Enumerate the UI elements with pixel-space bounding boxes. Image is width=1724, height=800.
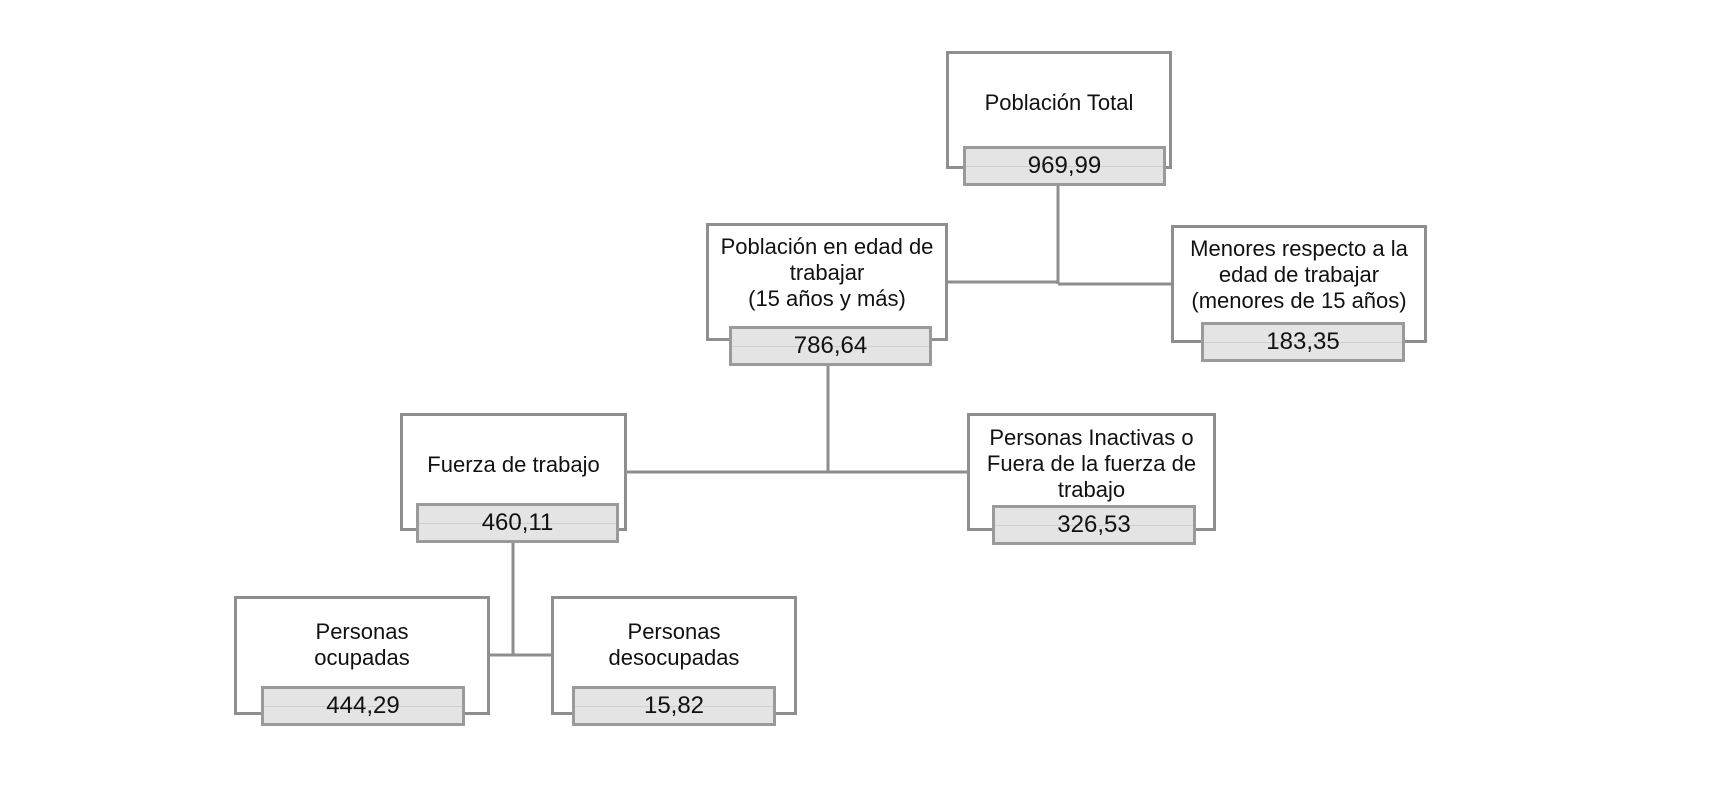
label-line: Personas bbox=[315, 619, 409, 644]
label-line: (15 años y más) bbox=[748, 286, 906, 311]
value-text: 460,11 bbox=[481, 509, 554, 536]
node-label: Personas ocupadas bbox=[241, 619, 483, 671]
label-line: (menores de 15 años) bbox=[1191, 288, 1407, 313]
label-line: Población en edad de bbox=[720, 234, 934, 259]
label-line: Personas bbox=[627, 619, 721, 644]
label-line: Fuerza de trabajo bbox=[427, 452, 600, 477]
node-label: Fuerza de trabajo bbox=[407, 452, 620, 478]
value-fuerza-de-trabajo: 460,11 bbox=[416, 503, 619, 543]
label-line: Población Total bbox=[984, 90, 1134, 115]
node-label: Personas desocupadas bbox=[558, 619, 790, 671]
label-line: trabajo bbox=[1057, 477, 1126, 502]
label-line: Personas Inactivas o bbox=[989, 425, 1194, 450]
value-menores-edad-trabajar: 183,35 bbox=[1201, 322, 1405, 362]
label-line: ocupadas bbox=[314, 645, 410, 670]
value-text: 183,35 bbox=[1266, 328, 1340, 355]
value-text: 444,29 bbox=[326, 692, 400, 719]
node-label: Población Total bbox=[953, 90, 1165, 116]
value-text: 15,82 bbox=[643, 692, 705, 719]
value-personas-inactivas: 326,53 bbox=[992, 505, 1196, 545]
value-personas-desocupadas: 15,82 bbox=[572, 686, 776, 726]
value-personas-ocupadas: 444,29 bbox=[261, 686, 465, 726]
node-label: Personas Inactivas o Fuera de la fuerza … bbox=[974, 425, 1209, 503]
value-poblacion-edad-trabajar: 786,64 bbox=[729, 326, 932, 366]
label-line: Fuera de la fuerza de bbox=[986, 451, 1197, 476]
value-poblacion-total: 969,99 bbox=[963, 146, 1166, 186]
label-line: edad de trabajar bbox=[1218, 262, 1380, 287]
node-poblacion-edad-trabajar: Población en edad de trabajar (15 años y… bbox=[706, 223, 948, 341]
value-text: 969,99 bbox=[1027, 152, 1102, 179]
node-label: Menores respecto a la edad de trabajar (… bbox=[1178, 236, 1420, 314]
label-line: trabajar bbox=[789, 260, 865, 285]
label-line: desocupadas bbox=[608, 645, 740, 670]
node-label: Población en edad de trabajar (15 años y… bbox=[713, 234, 941, 312]
value-text: 326,53 bbox=[1057, 511, 1131, 538]
value-text: 786,64 bbox=[793, 332, 868, 359]
label-line: Menores respecto a la bbox=[1190, 236, 1408, 261]
